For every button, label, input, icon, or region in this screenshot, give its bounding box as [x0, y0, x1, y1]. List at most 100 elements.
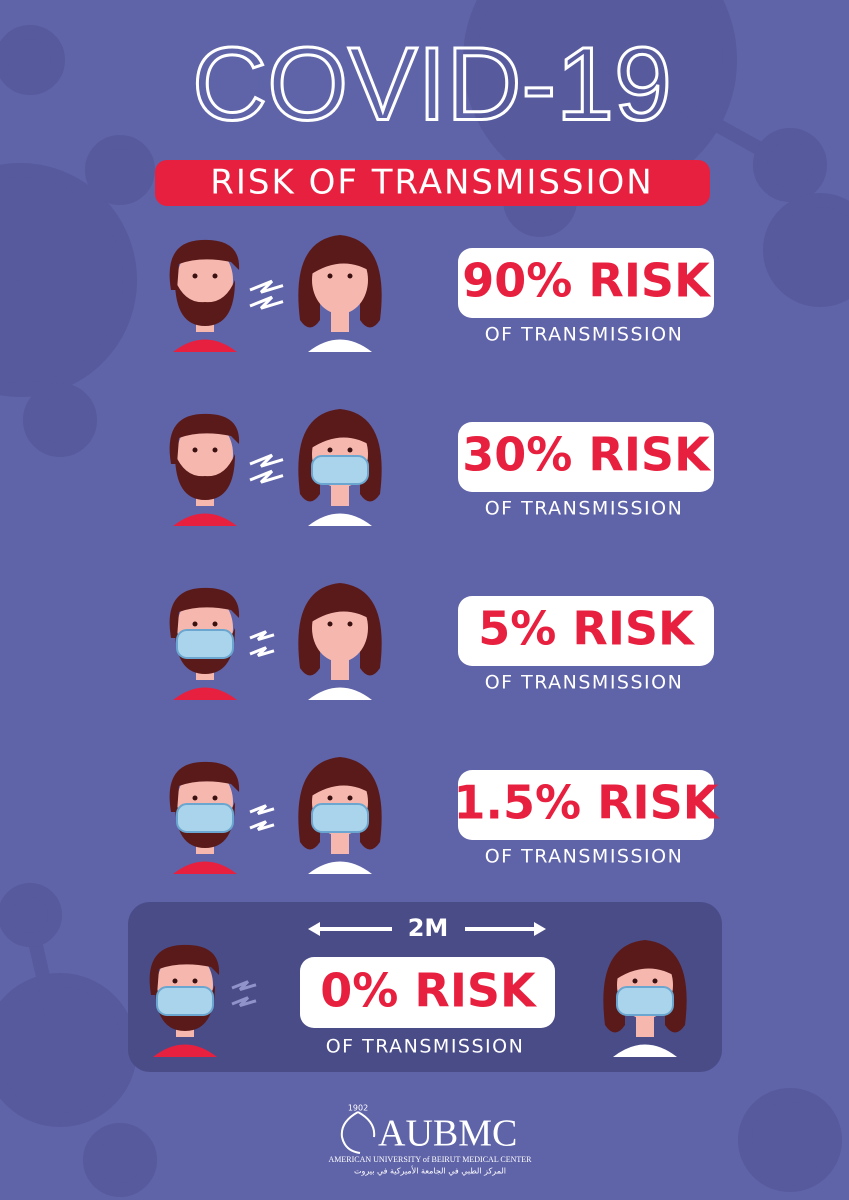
shirt	[308, 513, 372, 526]
mask	[311, 803, 369, 833]
risk-caption: OF TRANSMISSION	[485, 846, 684, 868]
risk-box	[458, 770, 714, 840]
shirt	[613, 1044, 677, 1057]
man	[169, 413, 240, 526]
hair	[169, 587, 240, 638]
sneeze	[231, 980, 257, 992]
sneeze	[249, 804, 275, 816]
eye	[212, 273, 218, 279]
risk-box	[458, 596, 714, 666]
shirt	[173, 513, 237, 526]
shirt	[173, 339, 237, 352]
logo-text: AUBMC	[378, 1113, 517, 1155]
man	[169, 239, 240, 352]
eye	[347, 447, 353, 453]
neck	[636, 1013, 654, 1037]
neck	[331, 656, 349, 680]
shirt	[173, 687, 237, 700]
shirt	[308, 687, 372, 700]
bangs	[310, 416, 373, 449]
logo-name-ar: المركز الطبي في الجامعة الأميركية في بير…	[354, 1166, 506, 1176]
hair	[169, 413, 240, 464]
man	[149, 944, 220, 1057]
sneeze	[249, 295, 284, 310]
mask	[176, 629, 234, 659]
mask	[176, 803, 234, 833]
sneeze	[231, 996, 257, 1008]
beard	[175, 454, 235, 500]
bangs	[310, 764, 373, 797]
risk-label: 0% RISK	[320, 964, 538, 1018]
distance-arrow	[308, 922, 546, 936]
risk-label: 1.5% RISK	[454, 776, 721, 830]
subtitle: RISK OF TRANSMISSION	[210, 163, 654, 203]
title: COVID-19	[192, 26, 672, 142]
eye	[347, 795, 353, 801]
eye	[172, 978, 178, 984]
bangs	[310, 590, 373, 623]
man	[169, 587, 240, 700]
eye	[327, 447, 333, 453]
sneeze	[249, 279, 284, 294]
eye	[652, 978, 658, 984]
eye	[327, 795, 333, 801]
mask	[616, 986, 674, 1016]
eye	[192, 621, 198, 627]
sneeze	[249, 453, 284, 468]
logo-founded: 1902	[348, 1104, 368, 1113]
risk-label: 30% RISK	[462, 428, 712, 482]
eye	[327, 273, 333, 279]
sneeze	[249, 820, 275, 832]
risk-label: 90% RISK	[462, 254, 712, 308]
woman	[298, 757, 382, 874]
woman	[298, 583, 382, 700]
eye	[192, 795, 198, 801]
woman	[603, 940, 687, 1057]
sneeze	[249, 630, 275, 642]
hair	[169, 761, 240, 812]
sneeze	[249, 646, 275, 658]
bangs	[615, 947, 678, 980]
face	[177, 246, 233, 314]
mask	[311, 455, 369, 485]
mask	[156, 986, 214, 1016]
neck	[331, 308, 349, 332]
eye	[192, 447, 198, 453]
eye	[192, 273, 198, 279]
shirt	[308, 339, 372, 352]
eye	[192, 978, 198, 984]
eye	[212, 447, 218, 453]
eye	[632, 978, 638, 984]
eye	[327, 621, 333, 627]
risk-caption: OF TRANSMISSION	[485, 672, 684, 694]
risk-box	[458, 422, 714, 492]
woman	[298, 409, 382, 526]
eye	[347, 273, 353, 279]
logo: 1902 AUBMC AMERICAN UNIVERSITY of BEIRUT…	[328, 1104, 532, 1176]
risk-box	[300, 957, 555, 1028]
neck	[331, 830, 349, 854]
risk-label: 5% RISK	[478, 602, 696, 656]
shirt	[173, 861, 237, 874]
risk-caption: OF TRANSMISSION	[485, 324, 684, 346]
eye	[212, 795, 218, 801]
face	[177, 420, 233, 488]
shirt	[308, 861, 372, 874]
risk-caption: OF TRANSMISSION	[326, 1036, 525, 1058]
eye	[212, 621, 218, 627]
woman	[298, 235, 382, 352]
risk-box	[458, 248, 714, 318]
man	[169, 761, 240, 874]
eye	[347, 621, 353, 627]
hair	[149, 944, 220, 995]
logo-name-en: AMERICAN UNIVERSITY of BEIRUT MEDICAL CE…	[328, 1155, 532, 1164]
risk-caption: OF TRANSMISSION	[485, 498, 684, 520]
sneeze	[249, 469, 284, 484]
neck	[331, 482, 349, 506]
shirt	[153, 1044, 217, 1057]
beard	[175, 280, 235, 326]
distance-label: 2M	[408, 914, 449, 942]
logo-cedar	[340, 1111, 376, 1154]
